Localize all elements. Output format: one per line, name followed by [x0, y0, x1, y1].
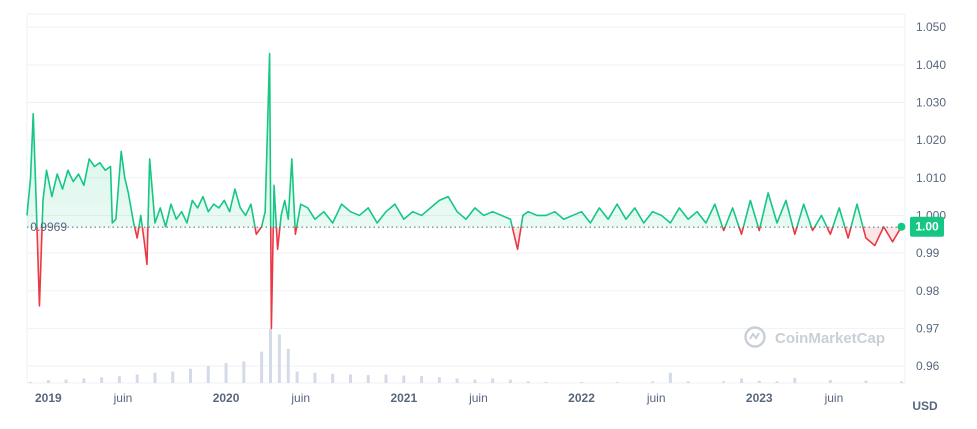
volume-bar	[260, 351, 264, 383]
volume-bar	[268, 328, 272, 383]
volume-bar	[615, 381, 619, 383]
volume-bar	[775, 381, 779, 383]
volume-bar	[189, 368, 193, 383]
volume-bar	[686, 381, 690, 383]
volume-bar	[366, 375, 370, 383]
plot-frame	[26, 13, 906, 384]
y-tick-label: 1.050	[916, 20, 946, 34]
volume-bar	[651, 381, 655, 383]
volume-bar	[171, 371, 175, 383]
x-axis-ticks: 2019 juin 2020 juin 2021 juin 2022 juin 2023 juin	[35, 391, 843, 405]
current-price-marker	[897, 222, 906, 231]
volume-bar	[100, 377, 104, 383]
y-tick-label: 0.97	[916, 321, 940, 335]
volume-bar	[384, 374, 388, 383]
volume-bar	[295, 371, 299, 383]
y-tick-label: 1.020	[916, 133, 946, 147]
volume-bar	[793, 377, 797, 383]
volume-bar	[580, 381, 584, 383]
volume-bar	[46, 380, 50, 383]
volume-bar	[242, 361, 246, 383]
volume-bar	[739, 378, 743, 383]
volume-bar	[82, 378, 86, 383]
volume-bar	[722, 381, 726, 383]
baseline-label: 0.9969	[30, 220, 67, 234]
volume-bar	[491, 378, 495, 383]
line-layer	[26, 52, 903, 330]
volume-bar	[437, 377, 441, 383]
volume-bar	[544, 381, 548, 383]
x-tick-label: juin	[113, 391, 133, 405]
volume-bar	[117, 376, 121, 383]
volume-bar	[899, 381, 903, 383]
volume-bar	[508, 379, 512, 383]
volume-bar	[286, 348, 290, 383]
volume-bar	[526, 381, 530, 383]
volume-bar	[828, 380, 832, 383]
volume-layer	[29, 328, 903, 383]
y-tick-label: 1.010	[916, 171, 946, 185]
volume-bar	[135, 374, 139, 383]
volume-bar	[455, 378, 459, 383]
x-tick-label: juin	[290, 391, 310, 405]
volume-bar	[402, 375, 406, 383]
y-tick-label: 0.96	[916, 359, 940, 373]
x-tick-label: juin	[646, 391, 666, 405]
y-tick-label: 1.030	[916, 95, 946, 109]
price-line-above	[26, 52, 903, 228]
x-tick-label: 2023	[746, 391, 773, 405]
current-price-label: 1.00	[915, 220, 939, 234]
volume-bar	[668, 372, 672, 383]
watermark-text: CoinMarketCap	[775, 330, 885, 347]
volume-bar	[277, 334, 281, 383]
y-tick-label: 1.040	[916, 58, 946, 72]
volume-bar	[420, 376, 424, 383]
coinmarketcap-logo-icon	[744, 326, 766, 348]
x-tick-label: 2019	[35, 391, 62, 405]
volume-bar	[864, 380, 868, 383]
x-tick-label: 2020	[213, 391, 240, 405]
area-below-baseline	[27, 227, 902, 329]
x-tick-label: juin	[824, 391, 844, 405]
volume-bar	[348, 374, 352, 383]
volume-bar	[757, 380, 761, 383]
volume-bar	[29, 381, 33, 383]
grid-layer	[27, 26, 905, 367]
x-tick-label: juin	[468, 391, 488, 405]
volume-bar	[473, 379, 477, 383]
volume-bar	[64, 379, 68, 383]
y-tick-label: 0.98	[916, 284, 940, 298]
volume-bar	[224, 363, 228, 383]
volume-bar	[313, 372, 317, 383]
price-line-below	[36, 227, 903, 330]
volume-bar	[153, 372, 157, 383]
area-above-baseline	[27, 53, 902, 228]
x-tick-label: 2021	[390, 391, 417, 405]
volume-bar	[206, 365, 210, 383]
current-price-badge: 1.00	[910, 216, 944, 237]
watermark: CoinMarketCap	[744, 326, 885, 348]
volume-bar	[331, 373, 335, 383]
x-tick-label: 2022	[568, 391, 595, 405]
y-axis-ticks: 1.0501.0401.0301.0201.0101.0000.990.980.…	[916, 20, 946, 373]
currency-unit-label: USD	[912, 399, 938, 413]
area-layer	[27, 53, 902, 329]
y-tick-label: 0.99	[916, 246, 940, 260]
